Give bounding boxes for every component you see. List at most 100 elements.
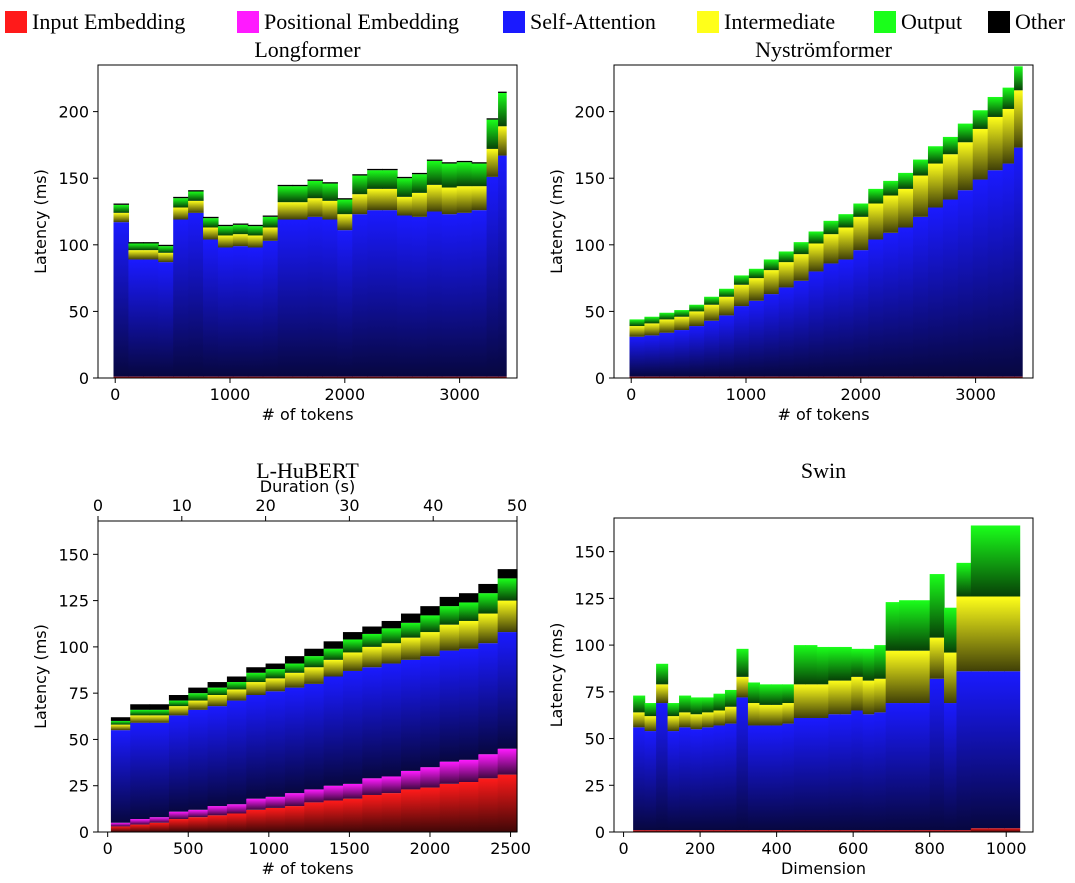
bar-segment-self-attention: [719, 315, 735, 377]
bar-segment-self-attention: [782, 723, 795, 831]
bar-segment-input-embedding: [748, 376, 765, 378]
bar-segment-intermediate: [885, 650, 900, 704]
bar-segment-output: [342, 639, 363, 653]
bar-segment-intermediate: [816, 684, 829, 718]
bar-segment-input-embedding: [724, 830, 738, 832]
bar-segment-output: [497, 578, 518, 601]
bar-segment-output: [782, 684, 795, 704]
bar-segment-output: [439, 606, 460, 625]
bar-segment-self-attention: [724, 723, 738, 831]
bar-segment-self-attention: [110, 730, 131, 823]
bar-segment-input-embedding: [342, 798, 363, 832]
y-tick-label: 150: [574, 169, 605, 188]
bar-segment-input-embedding: [149, 822, 170, 832]
bar-segment-other: [168, 695, 189, 701]
bar-segment-output: [868, 188, 884, 204]
bar-segment-self-attention: [1014, 147, 1023, 377]
bar-segment-output: [667, 703, 680, 717]
bar-segment-self-attention: [659, 332, 675, 377]
bar-segment-input-embedding: [778, 376, 795, 378]
bar-segment-other: [284, 656, 305, 664]
bar-segment-other: [420, 606, 441, 616]
bar-segment-output: [486, 119, 499, 149]
bar-segment-output: [307, 180, 324, 199]
bar-segment-intermediate: [629, 326, 646, 337]
bar-segment-self-attention: [292, 219, 309, 377]
bar-segment-input-embedding: [1014, 376, 1023, 378]
bar-segment-input-embedding: [874, 830, 887, 832]
bar-segment-input-embedding: [914, 830, 931, 832]
bar-segment-output: [337, 199, 353, 215]
bar-segment-input-embedding: [1002, 376, 1015, 378]
bar-segment-other: [173, 196, 189, 199]
bar-segment-input-embedding: [913, 376, 929, 378]
bar-segment-self-attention: [808, 271, 825, 377]
bar-segment-output: [188, 191, 204, 201]
bar-segment-intermediate: [956, 596, 972, 672]
x-tick-label: 500: [173, 839, 204, 858]
bar-segment-positional-embedding: [497, 748, 518, 775]
bar-segment-positional-embedding: [226, 804, 247, 814]
bar-segment-self-attention: [149, 722, 170, 818]
bar-segment-other: [207, 682, 228, 688]
bar-segment-output: [987, 96, 1004, 117]
x-tick-label: 1000: [248, 839, 289, 858]
bar-segment-output: [733, 275, 750, 285]
bar-segment-intermediate: [382, 188, 398, 211]
bars: [633, 525, 1021, 832]
bar-segment-input-embedding: [168, 819, 189, 832]
bar-segment-other: [478, 583, 499, 594]
bar-segment-intermediate: [747, 703, 761, 726]
bar-segment-other: [382, 168, 398, 171]
bar-segment-other: [397, 176, 413, 179]
bar-segment-intermediate: [411, 192, 428, 217]
bar-segment-positional-embedding: [362, 778, 383, 795]
bar-segment-input-embedding: [689, 376, 705, 378]
bar-segment-output: [690, 697, 703, 715]
bar-segment-other: [323, 641, 344, 649]
bar-segment-intermediate: [1002, 108, 1015, 164]
bar-segment-intermediate: [690, 714, 703, 730]
bar-segment-output: [763, 259, 780, 271]
bar-segment-self-attention: [929, 678, 945, 831]
bar-segment-other: [337, 198, 353, 200]
bar-segment-self-attention: [899, 703, 915, 831]
y-tick-label: 50: [69, 302, 89, 321]
bar-segment-output: [823, 220, 840, 235]
bar-segment-intermediate: [130, 715, 151, 723]
bar-segment-other: [188, 687, 209, 694]
bar-segment-other: [441, 162, 458, 164]
bar-segment-intermediate: [232, 234, 249, 247]
bar-segment-output: [226, 682, 247, 690]
bar-segment-self-attention: [400, 659, 421, 771]
bar-segment-intermediate: [828, 680, 841, 715]
bar-segment-input-embedding: [805, 830, 818, 832]
bar-segment-input-embedding: [944, 830, 958, 832]
bar-segment-self-attention: [898, 227, 914, 377]
bar-segment-output: [770, 684, 783, 705]
bar-segment-other: [486, 118, 499, 120]
bar-segment-intermediate: [265, 678, 286, 692]
bar-segment-other: [203, 216, 219, 219]
bars: [113, 91, 507, 378]
y-axis-label: Latency (ms): [31, 169, 50, 274]
bar-segment-other: [471, 162, 488, 164]
bar-segment-other: [381, 620, 402, 629]
bar-segment-self-attention: [471, 210, 488, 377]
legend-swatch: [5, 11, 27, 33]
bar-segment-input-embedding: [411, 376, 428, 378]
bar-segment-input-embedding: [284, 806, 305, 832]
legend-label: Self-Attention: [530, 9, 656, 34]
bar-segment-intermediate: [400, 637, 421, 660]
bar-segment-intermediate: [667, 716, 680, 732]
bar-segment-intermediate: [719, 296, 735, 316]
legend-swatch: [988, 11, 1010, 33]
y-tick-label: 50: [69, 730, 89, 749]
bar-segment-intermediate: [471, 186, 488, 211]
legend-label: Other: [1015, 9, 1066, 34]
bar-segment-intermediate: [957, 142, 974, 191]
top-x-axis-label: Duration (s): [260, 477, 355, 496]
bar-segment-intermediate: [972, 128, 989, 180]
bar-segment-intermediate: [426, 184, 443, 212]
bar-segment-input-embedding: [1004, 828, 1021, 832]
